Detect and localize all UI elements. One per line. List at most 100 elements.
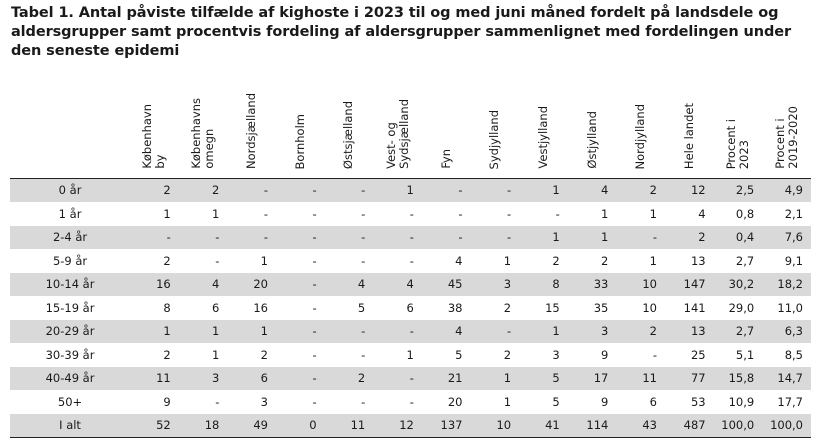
column-header: Østsjælland	[324, 76, 374, 179]
table-cell: 41	[519, 413, 568, 438]
table-cell: 2	[227, 343, 276, 367]
table-cell: 1	[130, 319, 179, 344]
table-cell: 2	[567, 249, 617, 273]
table-cell: 11	[324, 413, 374, 438]
table-cell: 100,0	[713, 413, 763, 438]
table-cell: 6	[178, 296, 228, 320]
table-cell: 53	[664, 390, 714, 414]
table-cell: -	[373, 249, 422, 273]
table-cell: 147	[664, 272, 714, 297]
table-cell: 1	[178, 202, 228, 226]
table-cell: -	[275, 343, 325, 367]
table-cell: 2	[130, 249, 179, 273]
table-cell: 0,8	[713, 202, 763, 226]
table-cell: 1	[616, 202, 665, 226]
table-cell: 9	[567, 390, 617, 414]
table-cell: -	[227, 178, 276, 203]
table-cell: -	[324, 249, 374, 273]
table-cell: -	[373, 225, 422, 250]
table-row: 50+ 9-3- - -20 1 5 9 6 53 10,9 17,7	[10, 390, 811, 414]
table-cell: 5	[519, 366, 568, 391]
table-cell: 5	[519, 390, 568, 414]
table-cell: 38	[421, 296, 471, 320]
table-cell: 35	[567, 296, 617, 320]
table-body: 0 år 2 2- - -1- -1 4 2 12 2,5 4,9 1 år 1 1- - - - - - -1 1 4 0…	[10, 178, 811, 438]
table-cell: 9	[567, 343, 617, 367]
column-header: Sydjylland	[470, 76, 520, 179]
table-cell: -	[470, 202, 520, 226]
table-cell: 25	[664, 343, 714, 367]
table-cell: 10	[616, 296, 665, 320]
table-cell: 1	[519, 178, 568, 203]
table-cell: 12	[664, 178, 714, 203]
table-cell: 13	[664, 249, 714, 273]
table-row: 2-4 år - - - - - - - -1 1-2 0,4 7,6	[10, 225, 811, 250]
table-cell: 2	[470, 343, 520, 367]
column-header: Nordjylland	[616, 76, 665, 179]
row-label: 1 år	[10, 202, 131, 226]
table-cell: 2	[664, 225, 714, 250]
table-cell: 2	[616, 178, 665, 203]
table-cell: 4	[664, 202, 714, 226]
table-cell: 2	[178, 178, 228, 203]
table-cell: 17	[567, 366, 617, 391]
table-cell: -	[275, 202, 325, 226]
table-cell: 2	[470, 296, 520, 320]
table-cell: -	[373, 390, 422, 414]
column-header: Bornholm	[275, 76, 325, 179]
table-row: 20-29 år 1 1 1- - -4-1 3 2 13 2,7 6,3	[10, 319, 811, 344]
table-cell: 9,1	[762, 249, 811, 273]
table-cell: -	[324, 178, 374, 203]
table-cell: -	[470, 319, 520, 344]
table-cell: 16	[130, 272, 179, 297]
table-cell: 18,2	[762, 272, 811, 297]
table-row: 0 år 2 2- - -1- -1 4 2 12 2,5 4,9	[10, 178, 811, 203]
table-cell: 1	[616, 249, 665, 273]
table-cell: -	[373, 319, 422, 344]
table-cell: 2,7	[713, 319, 763, 344]
table-cell: 2	[616, 319, 665, 344]
table-cell: 11,0	[762, 296, 811, 320]
table-cell: -	[421, 178, 471, 203]
table-cell: 3	[227, 390, 276, 414]
table-cell: 1	[567, 225, 617, 250]
table-cell: 10	[616, 272, 665, 297]
table-cell: -	[470, 225, 520, 250]
table-cell: 1	[373, 343, 422, 367]
row-label: 40-49 år	[10, 366, 131, 391]
table-cell: 9	[130, 390, 179, 414]
column-header: Københavns omegn	[178, 76, 228, 179]
table-cell: 33	[567, 272, 617, 297]
total-row: I alt 52 18 49 0 11 12 137 10 41 114 43 487 100,0 100,…	[10, 413, 811, 438]
table-cell: 1	[130, 202, 179, 226]
table-cell: 5,1	[713, 343, 763, 367]
column-header: Nordsjælland	[227, 76, 276, 179]
table-cell: 1	[178, 319, 228, 344]
table-cell: 1	[373, 178, 422, 203]
table-cell: 3	[567, 319, 617, 344]
table-cell: 14,7	[762, 366, 811, 391]
table-row: 30-39 år 2 1 2- -1 5 2 3 9-25 5,1 8,5	[10, 343, 811, 367]
row-label: I alt	[10, 413, 131, 438]
table-cell: 4	[324, 272, 374, 297]
table-cell: -	[470, 178, 520, 203]
table-cell: 49	[227, 413, 276, 438]
table-cell: -	[178, 225, 228, 250]
table-cell: 10,9	[713, 390, 763, 414]
table-cell: 6,3	[762, 319, 811, 344]
row-label: 0 år	[10, 178, 131, 203]
row-label: 2-4 år	[10, 225, 131, 250]
table-cell: 1	[567, 202, 617, 226]
column-header: Vestjylland	[519, 76, 568, 179]
table-title: Tabel 1. Antal påviste tilfælde af kigho…	[11, 5, 792, 59]
table-cell: 1	[519, 225, 568, 250]
table-cell: -	[275, 366, 325, 391]
table-cell: -	[130, 225, 179, 250]
table-cell: 5	[324, 296, 374, 320]
table-cell: -	[519, 202, 568, 226]
table-row: 1 år 1 1- - - - - - -1 1 4 0,8 2,1	[10, 202, 811, 226]
table-cell: 2,5	[713, 178, 763, 203]
table-cell: 100,0	[762, 413, 811, 438]
table-cell: 11	[616, 366, 665, 391]
table-cell: -	[275, 390, 325, 414]
